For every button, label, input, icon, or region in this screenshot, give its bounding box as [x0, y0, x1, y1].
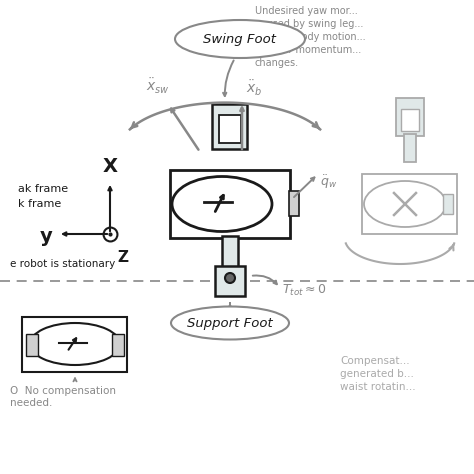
Text: e robot is stationary: e robot is stationary	[10, 259, 115, 269]
Bar	[404, 134, 416, 162]
Ellipse shape	[30, 323, 120, 365]
Text: angular momentum...: angular momentum...	[255, 45, 361, 55]
Text: X: X	[102, 157, 118, 176]
Bar	[112, 334, 125, 356]
Text: needed.: needed.	[10, 399, 52, 409]
Text: Swing Foot: Swing Foot	[203, 33, 276, 46]
Text: k frame: k frame	[18, 199, 61, 209]
Bar	[170, 170, 290, 238]
Text: forward body motion...: forward body motion...	[255, 32, 365, 42]
Bar	[22, 317, 128, 372]
Text: changes.: changes.	[255, 58, 299, 68]
Bar	[401, 109, 419, 131]
Bar	[363, 174, 457, 234]
Text: ak frame: ak frame	[18, 184, 68, 194]
Bar	[222, 236, 238, 268]
Circle shape	[225, 273, 235, 283]
Bar	[215, 266, 245, 296]
Text: caused by swing leg...: caused by swing leg...	[255, 19, 364, 29]
Bar	[396, 98, 424, 136]
Text: Compensat...: Compensat...	[340, 356, 410, 366]
Text: generated b...: generated b...	[340, 369, 414, 379]
Text: Support Foot: Support Foot	[187, 317, 273, 329]
Text: $T_{tot}\approx 0$: $T_{tot}\approx 0$	[282, 283, 327, 298]
Bar	[219, 115, 241, 143]
Bar	[212, 104, 247, 149]
Bar	[289, 191, 299, 216]
Text: Z: Z	[117, 250, 128, 265]
Text: y: y	[39, 227, 52, 246]
Ellipse shape	[171, 307, 289, 339]
Text: $\ddot{x}_{b}$: $\ddot{x}_{b}$	[246, 79, 263, 98]
Text: $\ddot{x}_{sw}$: $\ddot{x}_{sw}$	[146, 77, 170, 96]
Text: Undesired yaw mor...: Undesired yaw mor...	[255, 6, 358, 16]
Text: $\ddot{q}_{w}$: $\ddot{q}_{w}$	[320, 173, 337, 191]
Bar	[444, 194, 454, 214]
Text: O  No compensation: O No compensation	[10, 385, 116, 395]
Ellipse shape	[172, 176, 272, 231]
Text: waist rotatin...: waist rotatin...	[340, 382, 416, 392]
Ellipse shape	[364, 181, 446, 227]
Ellipse shape	[175, 20, 305, 58]
Bar	[27, 334, 38, 356]
